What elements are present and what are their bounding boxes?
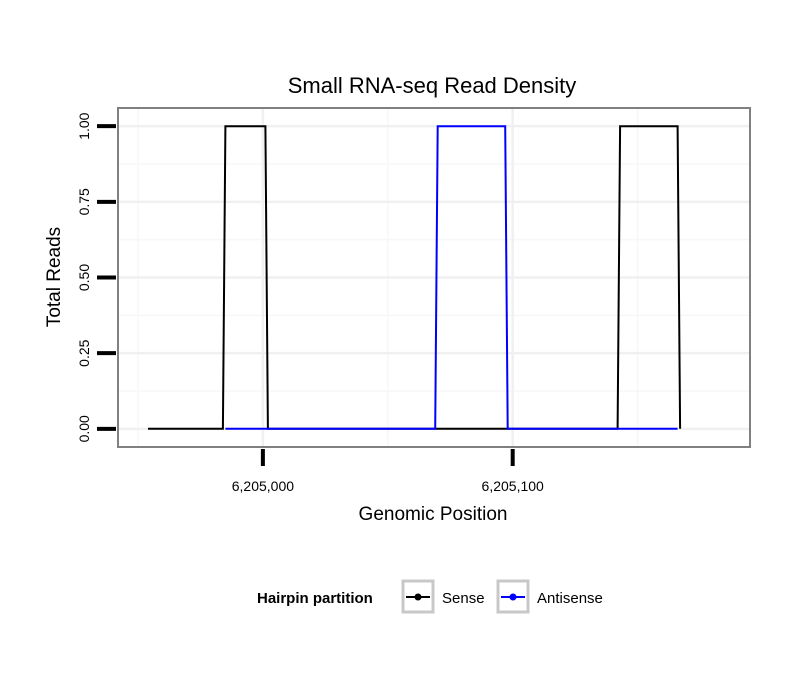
y-tick-label: 0.25 [76,339,92,366]
legend: Hairpin partition Sense Antisense [257,579,603,614]
y-tick-label: 0.00 [76,415,92,442]
legend-key-sense-point [414,593,422,601]
legend-key-antisense-point [509,593,517,601]
legend-label-sense: Sense [442,590,485,607]
x-axis: 6,205,000 6,205,100 [232,449,544,494]
legend-label-antisense: Antisense [537,590,603,607]
y-tick-label: 0.50 [76,264,92,291]
y-axis-title: Total Reads [44,227,65,327]
grid [118,108,750,447]
plot-panel [117,107,751,448]
chart-title: Small RNA-seq Read Density [288,73,577,98]
y-axis: 0.00 0.25 0.50 0.75 1.00 [76,112,116,442]
series-layer [148,125,682,430]
series-line-antisense [225,125,678,430]
x-axis-title: Genomic Position [359,504,508,525]
y-tick-label: 1.00 [76,112,92,139]
legend-title: Hairpin partition [257,590,373,607]
x-tick-label: 6,205,100 [482,478,544,494]
x-tick-label: 6,205,000 [232,478,294,494]
y-tick-label: 0.75 [76,188,92,215]
